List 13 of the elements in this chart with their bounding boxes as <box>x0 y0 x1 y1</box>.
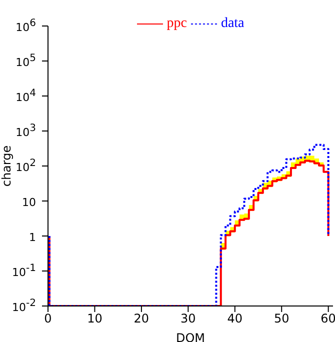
x-tick-label: 60 <box>320 312 335 326</box>
y-axis-title: charge <box>0 145 14 187</box>
y-tick-label: 10 <box>22 196 36 209</box>
x-tick-label: 50 <box>274 312 290 326</box>
x-axis-title: DOM <box>176 331 206 342</box>
x-tick-label: 10 <box>87 312 102 326</box>
y-tick-label: 1 <box>29 231 36 244</box>
legend-label: ppc <box>166 16 187 32</box>
x-tick-label: 0 <box>44 312 52 326</box>
legend-label: data <box>220 16 244 32</box>
x-tick-label: 20 <box>134 312 150 326</box>
x-tick-label: 40 <box>227 312 243 326</box>
x-tick-label: 30 <box>180 312 196 326</box>
